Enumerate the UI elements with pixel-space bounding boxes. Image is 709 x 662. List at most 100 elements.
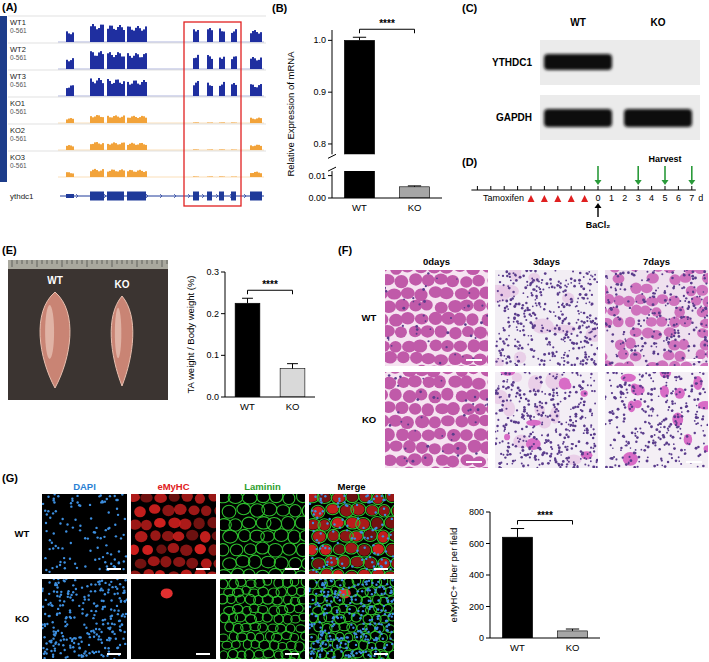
ruler-tick	[152, 260, 153, 264]
nucleus	[422, 288, 425, 291]
nucleus	[523, 364, 525, 366]
nucleus	[503, 454, 505, 456]
nucleus	[523, 334, 525, 336]
nucleus	[578, 313, 580, 315]
nucleus	[569, 391, 571, 393]
coverage	[92, 144, 94, 150]
nucleus	[555, 315, 557, 317]
nucleus	[525, 302, 527, 304]
nucleus	[583, 400, 586, 403]
fiber	[480, 441, 488, 454]
coverage	[260, 32, 262, 42]
nucleus	[704, 307, 707, 310]
nucleus	[673, 335, 675, 337]
nucleus	[575, 372, 578, 375]
nucleus	[590, 434, 592, 436]
label: 0-561	[10, 81, 27, 88]
nucleus	[694, 307, 696, 309]
nucleus	[614, 397, 617, 400]
nucleus	[586, 326, 588, 328]
nucleus	[564, 392, 566, 394]
coverage	[102, 25, 104, 42]
nucleus	[574, 364, 577, 366]
nucleus	[674, 345, 677, 348]
nucleus	[513, 321, 515, 323]
nucleus	[507, 285, 509, 287]
patch	[495, 285, 510, 303]
nucleus	[486, 403, 488, 405]
nucleus	[655, 289, 657, 291]
nucleus	[580, 311, 582, 313]
coverage	[258, 145, 260, 150]
coverage	[135, 172, 137, 177]
pink-blob	[581, 390, 588, 397]
figure: (A)(B)(C)(D)(E)(F)(G)WT10-561WT20-561WT3…	[0, 0, 709, 662]
label: (D)	[462, 156, 478, 168]
coverage	[137, 84, 139, 96]
nucleus	[652, 372, 655, 374]
nucleus	[507, 344, 509, 346]
ruler-tick	[142, 260, 143, 264]
nucleus	[498, 350, 500, 352]
nucleus	[534, 458, 537, 461]
nucleus	[564, 352, 566, 354]
nucleus	[671, 277, 674, 280]
coverage	[209, 149, 211, 150]
nucleus	[517, 314, 519, 316]
fiber	[680, 361, 692, 366]
coverage	[102, 54, 104, 69]
nucleus	[385, 287, 386, 289]
coverage	[219, 86, 221, 96]
nucleus	[632, 327, 635, 330]
fiber	[414, 270, 427, 273]
coverage	[96, 170, 98, 177]
nucleus	[419, 390, 422, 393]
coverage	[100, 25, 102, 42]
fiber	[449, 327, 461, 339]
nucleus	[664, 299, 667, 302]
nucleus	[587, 282, 589, 284]
nucleus	[613, 396, 616, 399]
fiber	[607, 307, 619, 316]
exon	[66, 194, 74, 198]
nucleus	[518, 389, 521, 392]
nucleus	[650, 435, 653, 438]
nucleus	[568, 322, 571, 325]
nucleus	[506, 463, 508, 465]
nucleus	[580, 341, 582, 343]
nucleus	[527, 344, 529, 346]
fiber	[385, 372, 388, 374]
nucleus	[497, 430, 499, 432]
nucleus	[557, 293, 559, 295]
fiber	[605, 318, 613, 328]
nucleus	[511, 383, 514, 386]
coverage	[117, 117, 119, 123]
nucleus	[594, 403, 596, 405]
coverage	[141, 31, 143, 42]
nucleus	[412, 297, 414, 299]
nucleus	[592, 328, 594, 330]
nucleus	[509, 276, 511, 278]
coverage	[129, 56, 131, 69]
coverage	[129, 118, 131, 123]
nucleus	[501, 440, 503, 442]
nucleus	[678, 376, 680, 378]
patch	[551, 325, 576, 334]
nucleus	[535, 295, 538, 298]
nucleus	[697, 398, 700, 401]
nucleus	[509, 453, 512, 456]
coverage	[111, 84, 113, 96]
coverage	[107, 79, 109, 96]
nucleus	[557, 410, 559, 412]
fiber	[625, 317, 635, 328]
fiber	[415, 388, 427, 400]
fiber	[385, 341, 390, 352]
nucleus	[441, 380, 443, 382]
nucleus	[517, 387, 520, 390]
nucleus	[588, 465, 590, 467]
coverage	[258, 173, 260, 177]
nucleus	[480, 321, 483, 324]
coverage	[121, 117, 123, 123]
nucleus	[563, 372, 565, 373]
nucleus	[593, 445, 596, 448]
